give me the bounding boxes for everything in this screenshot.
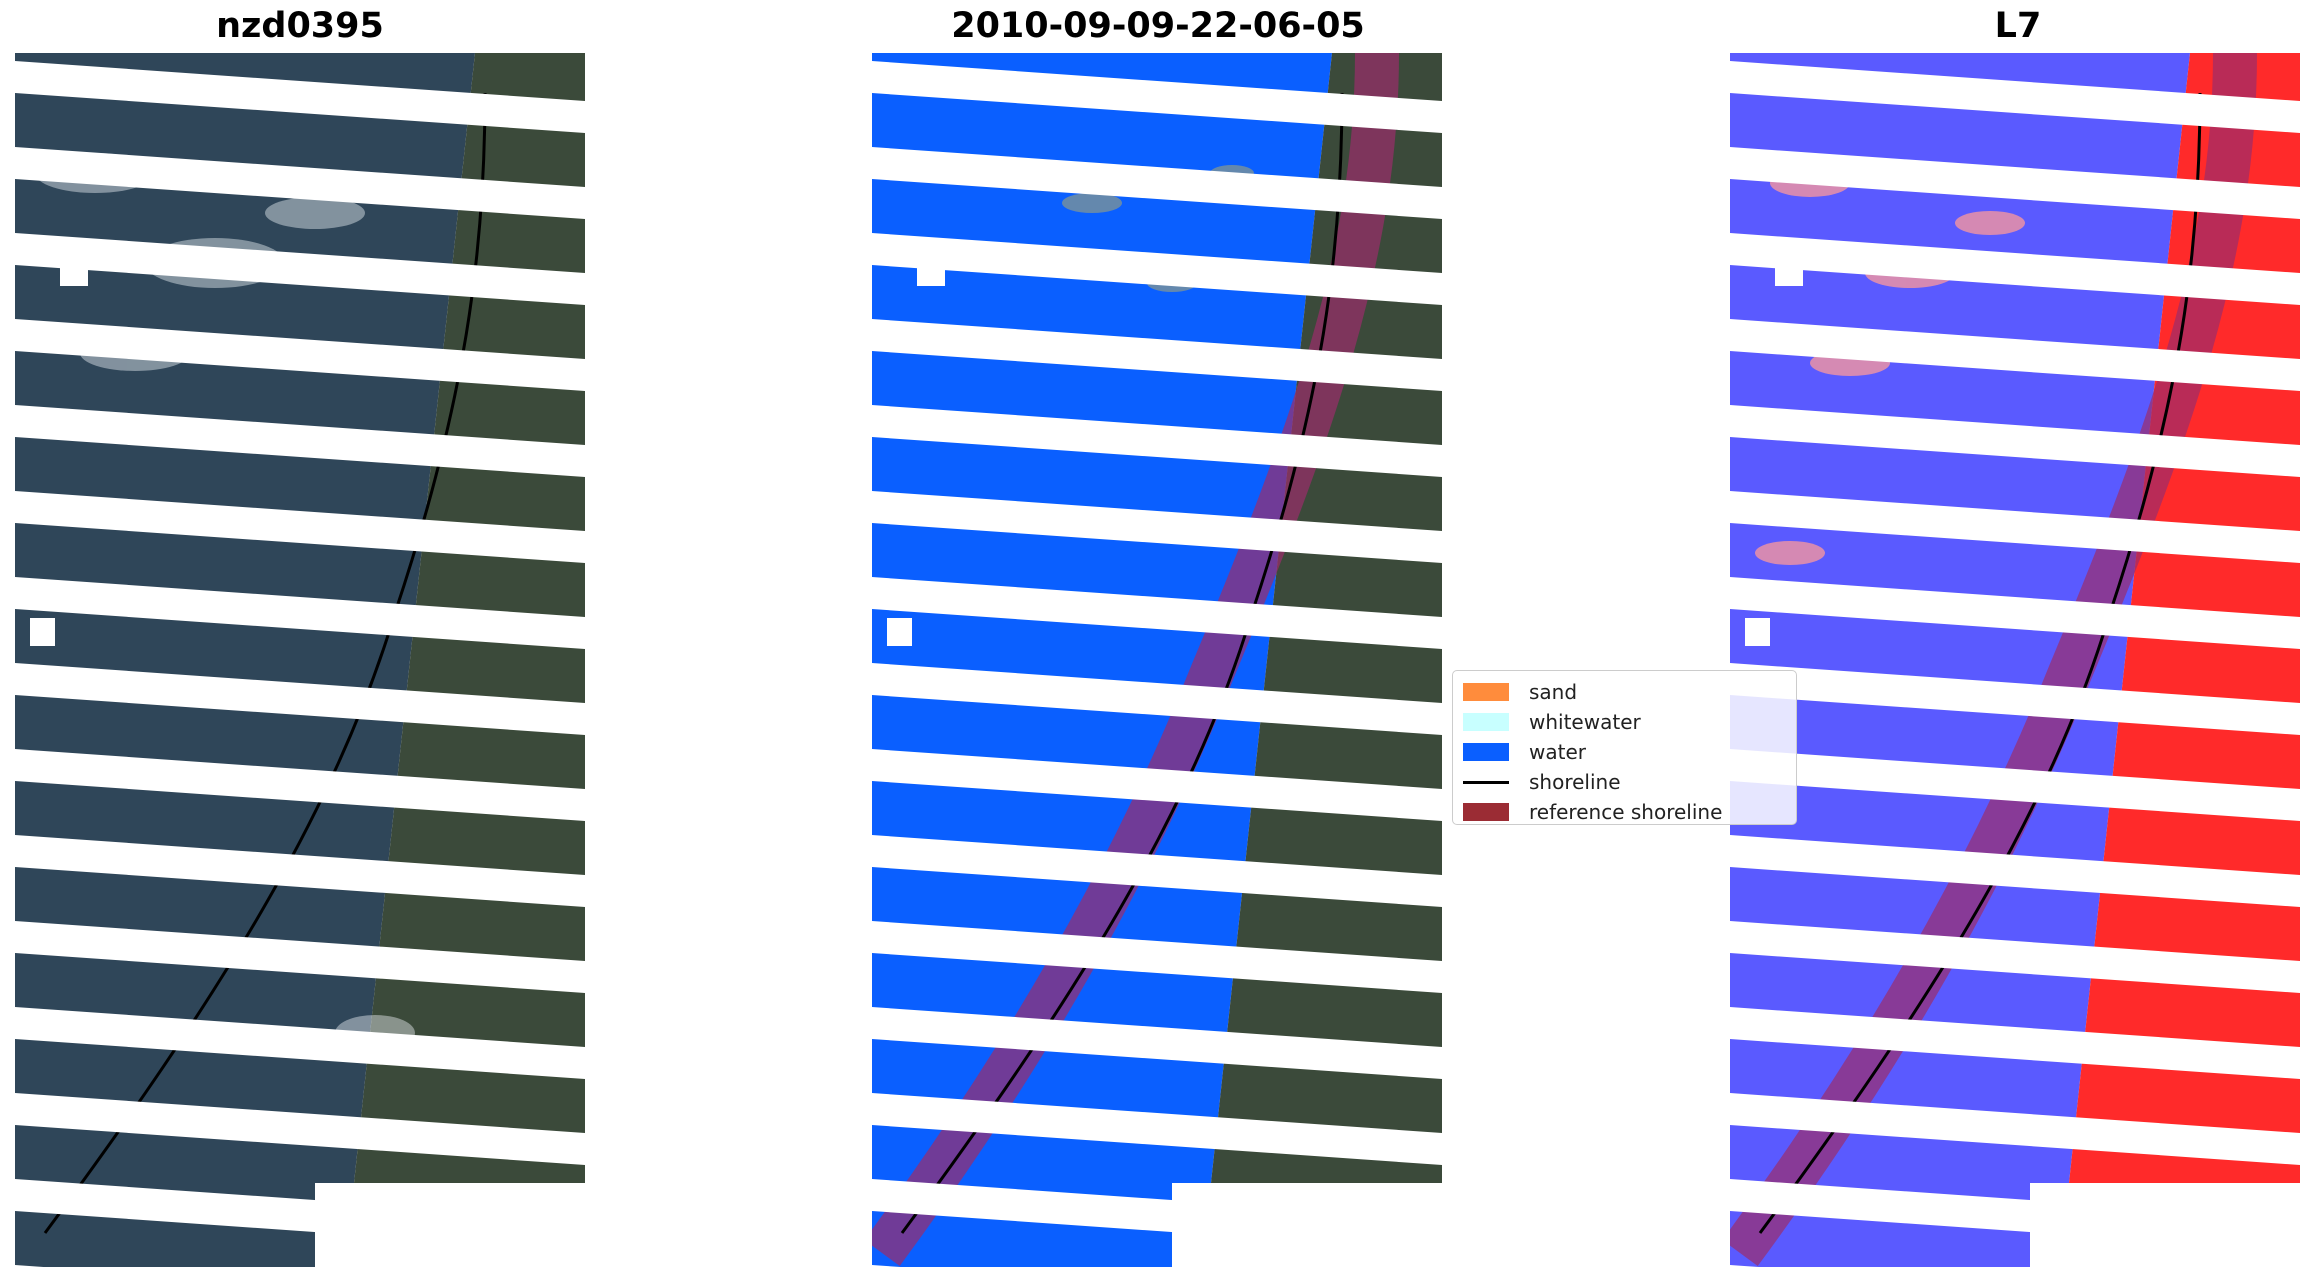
scanline-gap [1730,577,2300,649]
scanline-gap [872,405,1442,477]
legend-label: sand [1529,680,1578,704]
scanline-gap [15,233,585,305]
scanline-gap [15,577,585,649]
scanline-gap [1730,147,2300,219]
panel-title-index: L7 [1994,6,2042,46]
scanline-gap [1730,405,2300,477]
panel-title-date: 2010-09-09-22-06-05 [951,6,1365,46]
legend-label: shoreline [1529,770,1621,794]
scanline-gap [872,61,1442,133]
sand-swatch [1463,683,1509,701]
legend-label: reference shoreline [1529,800,1723,824]
rgb-satellite-image [15,53,585,1267]
scanline-gap [1730,61,2300,133]
classified-image [872,53,1442,1267]
scanline-gap [872,921,1442,993]
scanline-gap [1730,1007,2300,1079]
scanline-gap [872,663,1442,735]
scanline-gap [1730,663,2300,735]
scanline-gap [872,233,1442,305]
legend-item-whitewater: whitewater [1463,707,1786,737]
scanline-gap [872,835,1442,907]
reference-shoreline-swatch [1463,803,1509,821]
scanline-gap [15,835,585,907]
index-image [1730,53,2300,1267]
scanline-gap [15,921,585,993]
legend-item-sand: sand [1463,677,1786,707]
panel-title-rgb: nzd0395 [216,6,384,46]
scanline-gap [15,1093,585,1165]
whitewater-swatch [1463,713,1509,731]
legend: sand whitewater water shoreline referenc… [1452,670,1797,825]
legend-item-shoreline: shoreline [1463,767,1786,797]
legend-label: whitewater [1529,710,1641,734]
scanline-gap [15,1007,585,1079]
scanline-gap [15,1265,44,1267]
water-swatch [1463,743,1509,761]
scanline-gap [872,577,1442,649]
scanline-gap [15,147,585,219]
scanline-gap [872,1007,1442,1079]
scanline-gap [1730,491,2300,563]
scanline-gap [15,319,585,391]
scanline-gap [1730,1265,1759,1267]
scanline-gap [1730,835,2300,907]
scanline-gap [15,61,585,133]
scanline-gap [872,1265,901,1267]
legend-item-water: water [1463,737,1786,767]
scanline-gap [1730,749,2300,821]
scanline-gap [872,319,1442,391]
scanline-gap [15,491,585,563]
scanline-gap [1730,319,2300,391]
scanline-gap [15,749,585,821]
scanline-gap [872,491,1442,563]
scanline-gap [872,147,1442,219]
legend-label: water [1529,740,1586,764]
scanline-gap [1730,1093,2300,1165]
scanline-gap [1730,921,2300,993]
scanline-gap [872,749,1442,821]
legend-item-reference-shoreline: reference shoreline [1463,797,1786,824]
scanline-gap [872,1093,1442,1165]
scanline-gap [1730,233,2300,305]
scanline-gap [15,405,585,477]
scanline-gap [15,663,585,735]
shoreline-line [1463,780,1509,784]
